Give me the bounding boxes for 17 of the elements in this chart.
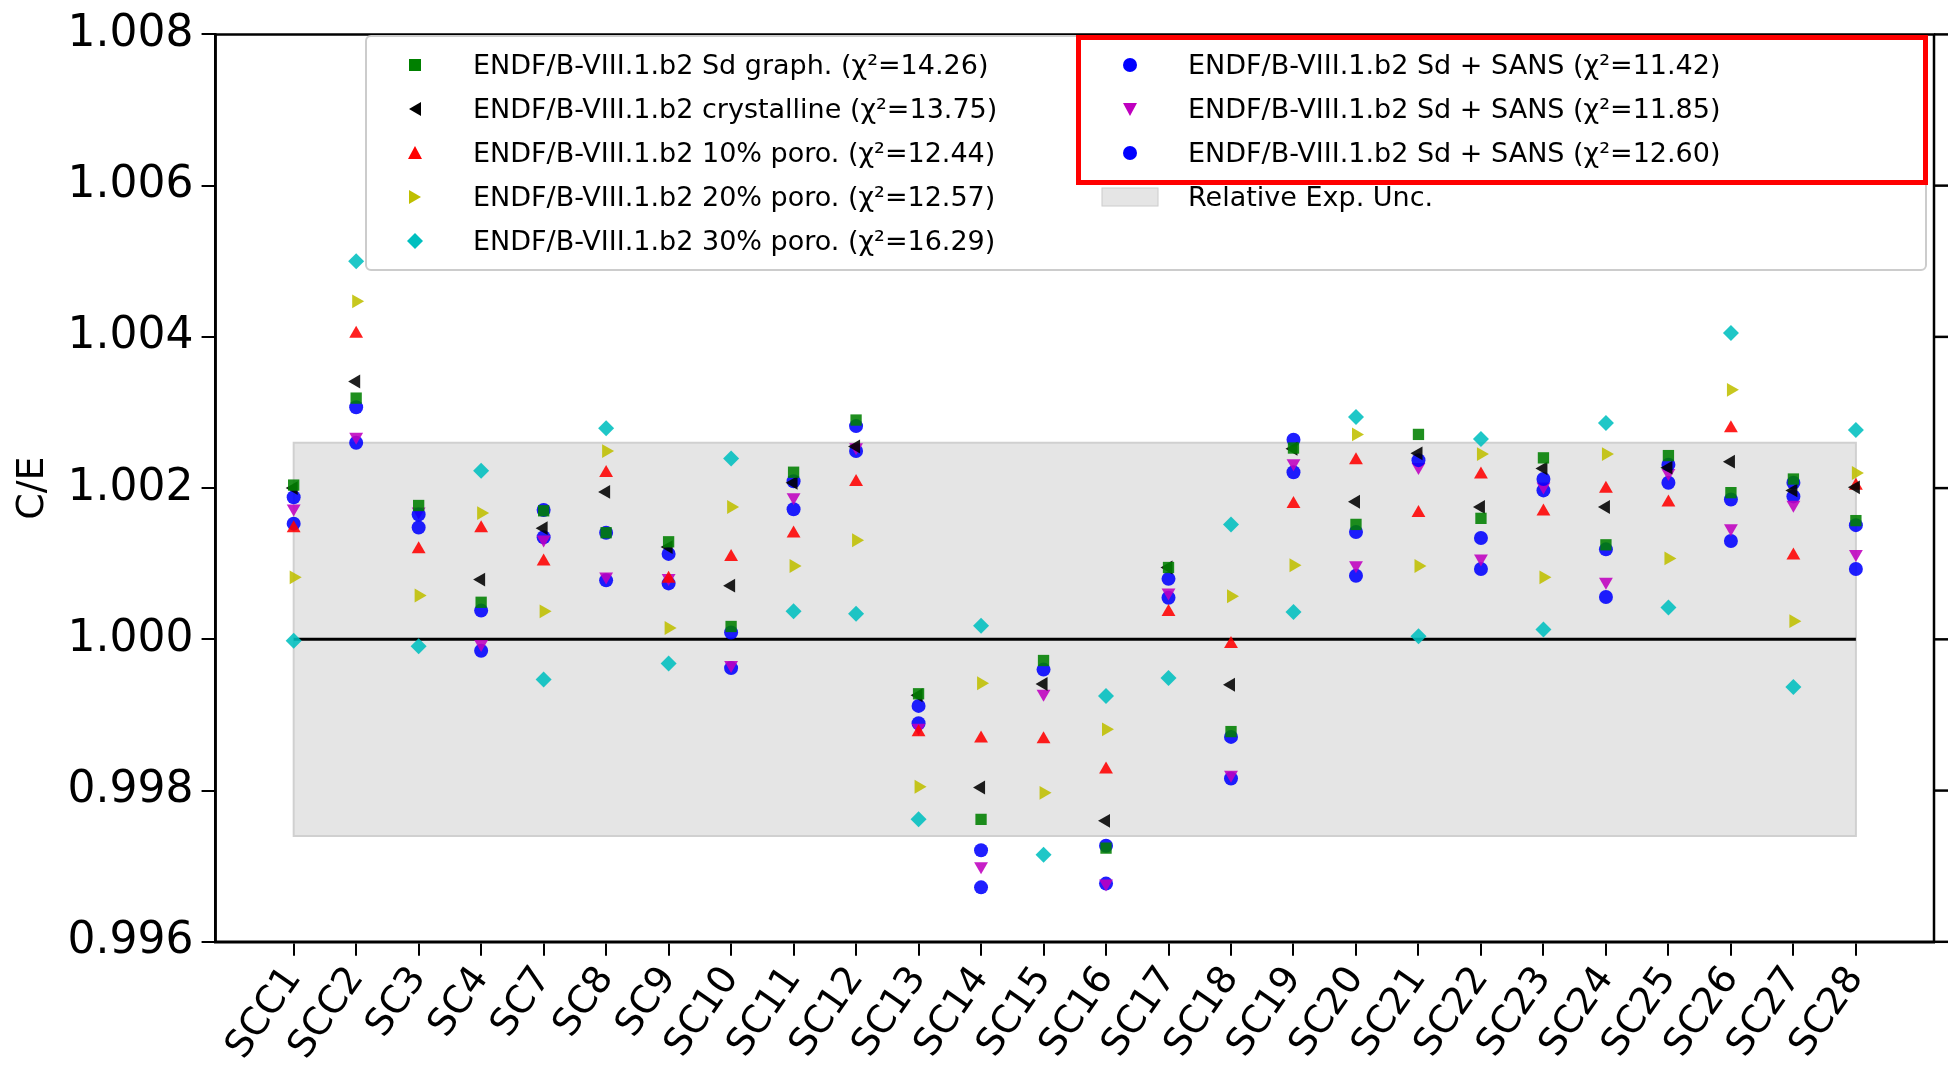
y-tick-label: 1.008 [67,4,194,56]
legend-label: ENDF/B-VIII.1.b2 Sd + SANS (χ²=11.85) [1188,92,1721,126]
legend-label: ENDF/B-VIII.1.b2 Sd + SANS (χ²=11.42) [1188,48,1721,82]
y-tick-label: 1.004 [67,307,194,359]
y-tick-label: 1.002 [67,458,194,510]
legend-label: ENDF/B-VIII.1.b2 Sd graph. (χ²=14.26) [473,48,989,82]
legend-label: ENDF/B-VIII.1.b2 10% poro. (χ²=12.44) [473,136,996,170]
y-tick-label: 0.998 [67,761,194,813]
legend-label: ENDF/B-VIII.1.b2 crystalline (χ²=13.75) [473,92,998,126]
y-axis-title: C/E [7,456,52,520]
legend-label: ENDF/B-VIII.1.b2 30% poro. (χ²=16.29) [473,224,996,258]
legend-label: ENDF/B-VIII.1.b2 Sd + SANS (χ²=12.60) [1188,136,1721,170]
y-tick-label: 1.000 [67,609,194,661]
y-tick-label: 1.006 [67,156,194,208]
y-tick-label: 0.996 [67,912,194,964]
legend-label: Relative Exp. Unc. [1188,180,1434,214]
legend-label: ENDF/B-VIII.1.b2 20% poro. (χ²=12.57) [473,180,996,214]
